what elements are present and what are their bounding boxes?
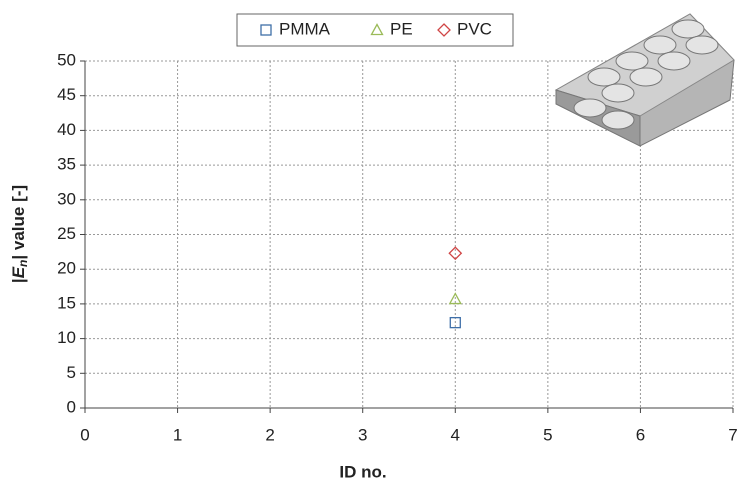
x-tick-label: 1 [173,425,182,444]
y-tick-label: 0 [67,397,76,416]
legend-label: PMMA [279,19,331,38]
legend-label: PVC [457,19,492,38]
y-tick-label: 10 [57,328,76,347]
y-tick-label: 35 [57,155,76,174]
y-title-part: | value [-] [9,185,28,260]
y-tick-label: 45 [57,85,76,104]
y-tick-label: 5 [67,363,76,382]
y-axis-title: |En| value [-] [9,185,30,283]
y-title-part: E [9,266,28,278]
x-tick-label: 2 [265,425,274,444]
y-tick-label: 30 [57,189,76,208]
chart: 0510152025303540455001234567 ID no. |En|… [0,0,737,485]
y-tick-label: 15 [57,293,76,312]
x-axis-title: ID no. [339,462,386,481]
inset-image [556,14,734,146]
y-tick-label: 50 [57,50,76,69]
page: 0510152025303540455001234567 ID no. |En|… [0,0,737,485]
y-title-part: n [16,260,30,267]
x-tick-label: 3 [358,425,367,444]
x-tick-label: 7 [728,425,737,444]
x-tick-label: 0 [80,425,89,444]
x-tick-label: 4 [451,425,460,444]
y-tick-label: 20 [57,259,76,278]
x-tick-label: 6 [636,425,645,444]
y-tick-label: 40 [57,120,76,139]
x-tick-label: 5 [543,425,552,444]
legend-label: PE [390,19,413,38]
y-tick-label: 25 [57,224,76,243]
